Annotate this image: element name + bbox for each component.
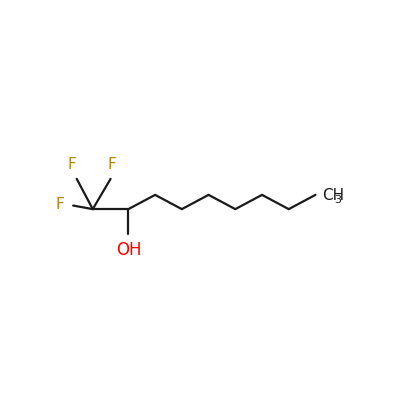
Text: OH: OH xyxy=(116,241,141,259)
Text: F: F xyxy=(108,157,117,172)
Text: F: F xyxy=(56,197,64,212)
Text: F: F xyxy=(68,157,76,172)
Text: CH: CH xyxy=(322,188,345,203)
Text: 3: 3 xyxy=(334,195,341,205)
